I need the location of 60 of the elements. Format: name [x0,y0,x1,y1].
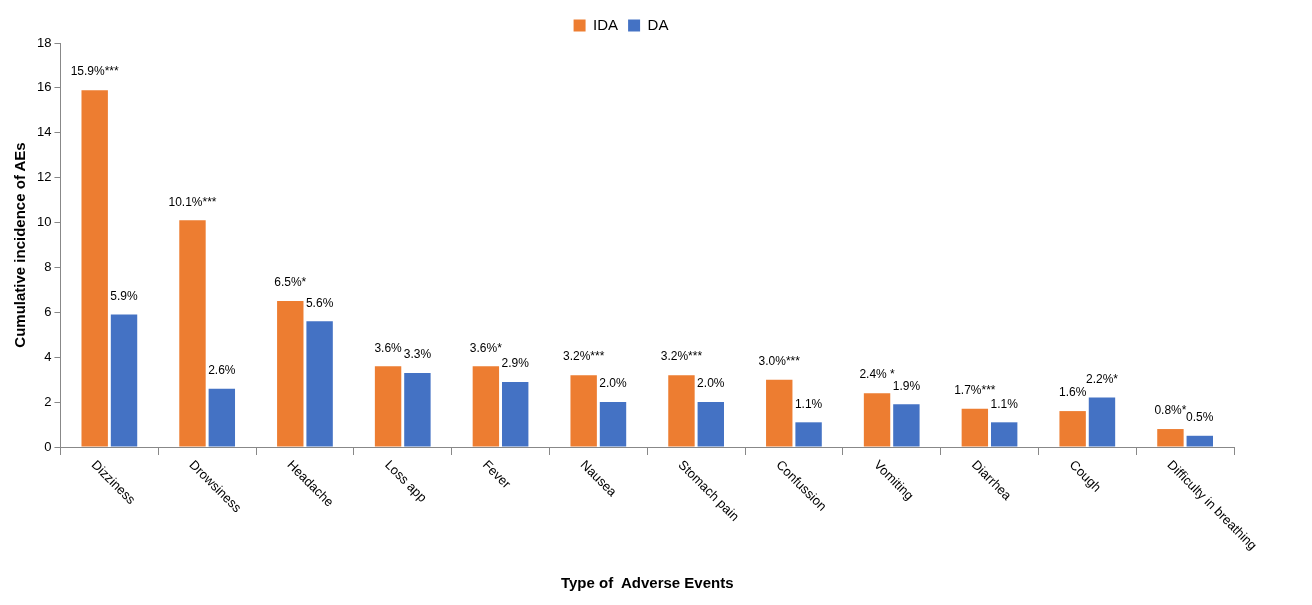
bar [472,366,500,447]
bar [81,90,108,447]
data-label: 0.5% [1186,410,1214,425]
y-tick-label: 6 [44,303,52,319]
y-tick-label: 14 [36,124,52,140]
bar [599,402,627,447]
bar [893,404,920,447]
bar [374,366,402,447]
y-tick-label: 18 [36,34,52,50]
data-label: 2.0% [697,376,725,391]
x-axis-title: Type of Adverse Events [560,574,734,592]
data-label: 1.1% [990,396,1019,411]
data-label: 1.1% [794,396,823,411]
data-label: 2.9% [501,356,530,371]
data-label: 3.0%*** [758,353,801,368]
data-label: 1.6% [1058,385,1087,400]
data-label: 1.7%*** [954,383,996,398]
data-label: 3.6% [374,340,403,355]
bar [306,321,333,447]
data-label: 10.1%*** [168,194,217,209]
bar [277,301,304,447]
bar [110,314,138,447]
bar [863,393,891,447]
data-label: 5.9% [110,288,139,303]
data-label: 2.0% [599,376,627,391]
y-axis-title: Cumulative incidence of AEs [11,142,29,348]
data-label: 5.6% [305,295,334,310]
bar [766,379,793,447]
bar [1088,397,1116,447]
bar [1186,435,1213,447]
data-label: 15.9%*** [70,64,120,79]
y-tick-label: 2 [44,393,52,409]
legend-label: IDA [593,15,619,33]
bar [961,408,989,447]
data-label: 6.5%* [274,275,307,290]
bar [697,402,724,447]
data-label: 2.2%* [1085,371,1119,386]
bar [990,422,1018,447]
y-tick-label: 12 [36,169,52,185]
bar [795,422,822,447]
bar [404,372,431,447]
y-tick-label: 8 [44,259,52,275]
data-label: 3.3% [403,347,432,362]
legend-label: DA [647,15,669,33]
bar [570,375,597,447]
y-tick-label: 4 [44,348,52,364]
data-label: 3.2%*** [562,349,605,364]
data-label: 3.2%*** [660,349,703,364]
data-label: 2.6% [208,362,236,377]
y-tick-label: 10 [36,214,52,230]
bar [208,388,236,447]
bar [502,381,529,447]
bar [1059,411,1086,447]
data-label: 0.8%* [1154,403,1187,418]
data-label: 3.6%* [469,340,503,355]
y-tick-label: 0 [44,438,52,454]
bar [1157,429,1184,447]
y-tick-label: 16 [36,79,52,95]
bar [179,220,206,447]
bar [668,375,695,447]
